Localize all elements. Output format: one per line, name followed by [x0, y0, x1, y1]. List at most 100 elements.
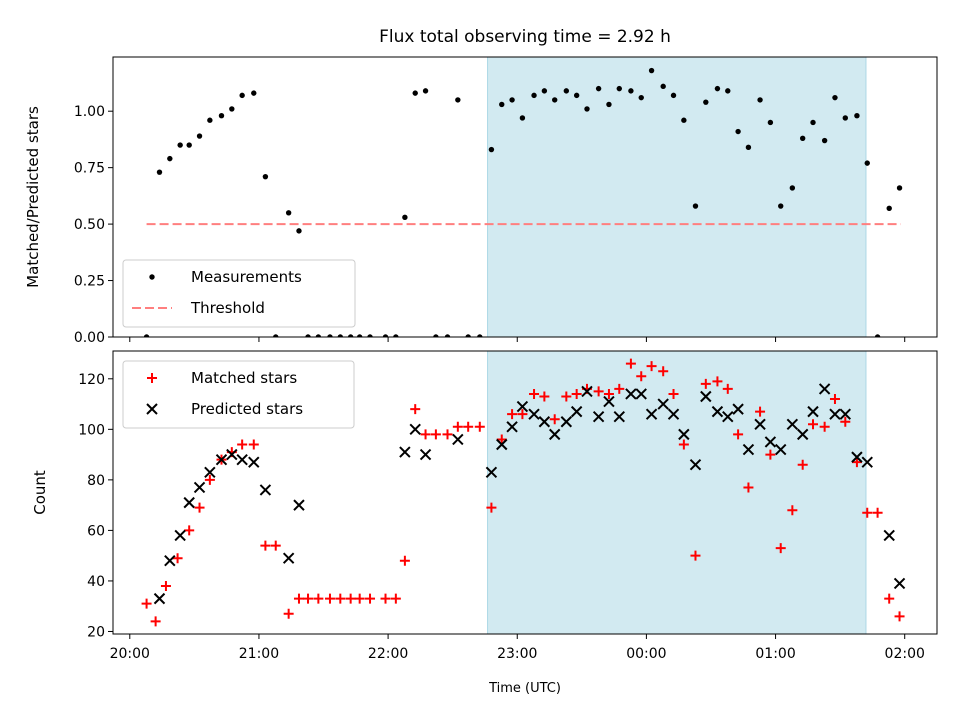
data-point [722, 383, 733, 394]
data-point [506, 421, 518, 433]
data-point [775, 443, 787, 456]
x-tick-label: 22:00 [368, 646, 408, 662]
top-plot-area [143, 67, 903, 337]
data-point [354, 593, 365, 604]
data-point [539, 391, 550, 402]
data-point [531, 92, 537, 99]
bottom-panel-counts: 20 40 60 80 100 120 20:00 21:00 22:00 23:00 00:00 0… [31, 350, 938, 662]
data-point [337, 334, 344, 337]
top-legend: Measurements Threshold [122, 259, 356, 328]
data-point [646, 361, 657, 372]
data-point [452, 433, 464, 446]
data-point [712, 376, 723, 387]
data-point [678, 439, 689, 450]
data-point [172, 553, 183, 564]
data-point [616, 85, 622, 92]
legend-swatch [149, 274, 155, 280]
legend-label: Measurements [191, 268, 302, 286]
data-point [625, 358, 636, 369]
data-point [285, 210, 292, 216]
data-point [229, 106, 235, 112]
data-point [854, 113, 860, 119]
data-point [722, 410, 734, 423]
top-y-tick-label: 0.00 [74, 330, 105, 346]
data-point [810, 119, 816, 126]
data-point [313, 593, 324, 604]
data-point [296, 228, 302, 234]
data-point [732, 403, 744, 415]
data-point [645, 408, 658, 420]
data-point [141, 598, 152, 609]
data-point [571, 388, 582, 399]
data-point [613, 410, 625, 423]
chart-title: Flux total observing time = 2.92 h [379, 27, 671, 47]
bottom-y-tick-label: 80 [87, 473, 105, 489]
data-point [143, 334, 150, 337]
data-point [842, 115, 849, 121]
x-axis-label: Time (UTC) [488, 681, 561, 696]
bottom-y-tick-label: 40 [87, 574, 105, 590]
x-tick-label: 21:00 [239, 646, 279, 662]
data-point [409, 423, 421, 436]
data-point [764, 436, 777, 448]
data-point [365, 593, 376, 604]
data-point [528, 408, 540, 420]
data-point [561, 391, 572, 402]
data-point [477, 334, 483, 337]
data-point [517, 409, 528, 420]
data-point [177, 142, 183, 148]
data-point [293, 499, 305, 511]
data-point [700, 378, 711, 389]
x-tick-label: 20:00 [110, 646, 150, 662]
data-point [570, 405, 583, 418]
data-point [499, 101, 505, 108]
bottom-y-tick-label: 60 [87, 523, 105, 539]
top-panel-ratio: 0.00 0.25 0.50 0.75 1.00 Matched/Predicted st… [24, 56, 938, 346]
data-point [433, 334, 439, 337]
x-tick-label: 01:00 [755, 646, 795, 662]
data-point [808, 419, 819, 430]
data-point [832, 94, 838, 101]
top-y-tick-label: 0.50 [74, 217, 105, 233]
data-point [725, 88, 731, 94]
data-point [541, 88, 548, 94]
data-point [821, 137, 828, 144]
data-point [153, 592, 166, 605]
legend-swatch [146, 403, 158, 415]
data-point [743, 482, 754, 493]
data-point [667, 408, 680, 420]
x-tick-label: 00:00 [626, 646, 666, 662]
data-point [204, 474, 215, 485]
data-point [270, 540, 281, 551]
bottom-y-axis-label: Count [31, 470, 49, 515]
data-point [327, 334, 333, 337]
data-point [402, 214, 408, 221]
data-point [797, 459, 808, 470]
data-point [251, 90, 257, 96]
data-point [305, 334, 311, 337]
data-point [303, 593, 314, 604]
data-point [399, 446, 411, 458]
data-point [799, 135, 806, 141]
data-point [735, 128, 741, 135]
data-point [248, 439, 259, 450]
data-point [507, 409, 518, 420]
data-point [796, 428, 809, 441]
data-point [283, 608, 294, 619]
data-point [160, 580, 171, 591]
data-point [883, 529, 895, 542]
data-point [614, 383, 625, 394]
data-point [778, 203, 784, 209]
legend-label: Threshold [190, 299, 265, 317]
bottom-observing-region [487, 350, 867, 635]
data-point [548, 428, 561, 441]
data-point [807, 405, 819, 418]
data-point [538, 416, 551, 428]
data-point [367, 334, 373, 337]
data-point [273, 334, 279, 337]
data-point [282, 552, 295, 564]
data-point [648, 67, 655, 74]
data-point [864, 160, 870, 166]
data-point [519, 115, 526, 121]
